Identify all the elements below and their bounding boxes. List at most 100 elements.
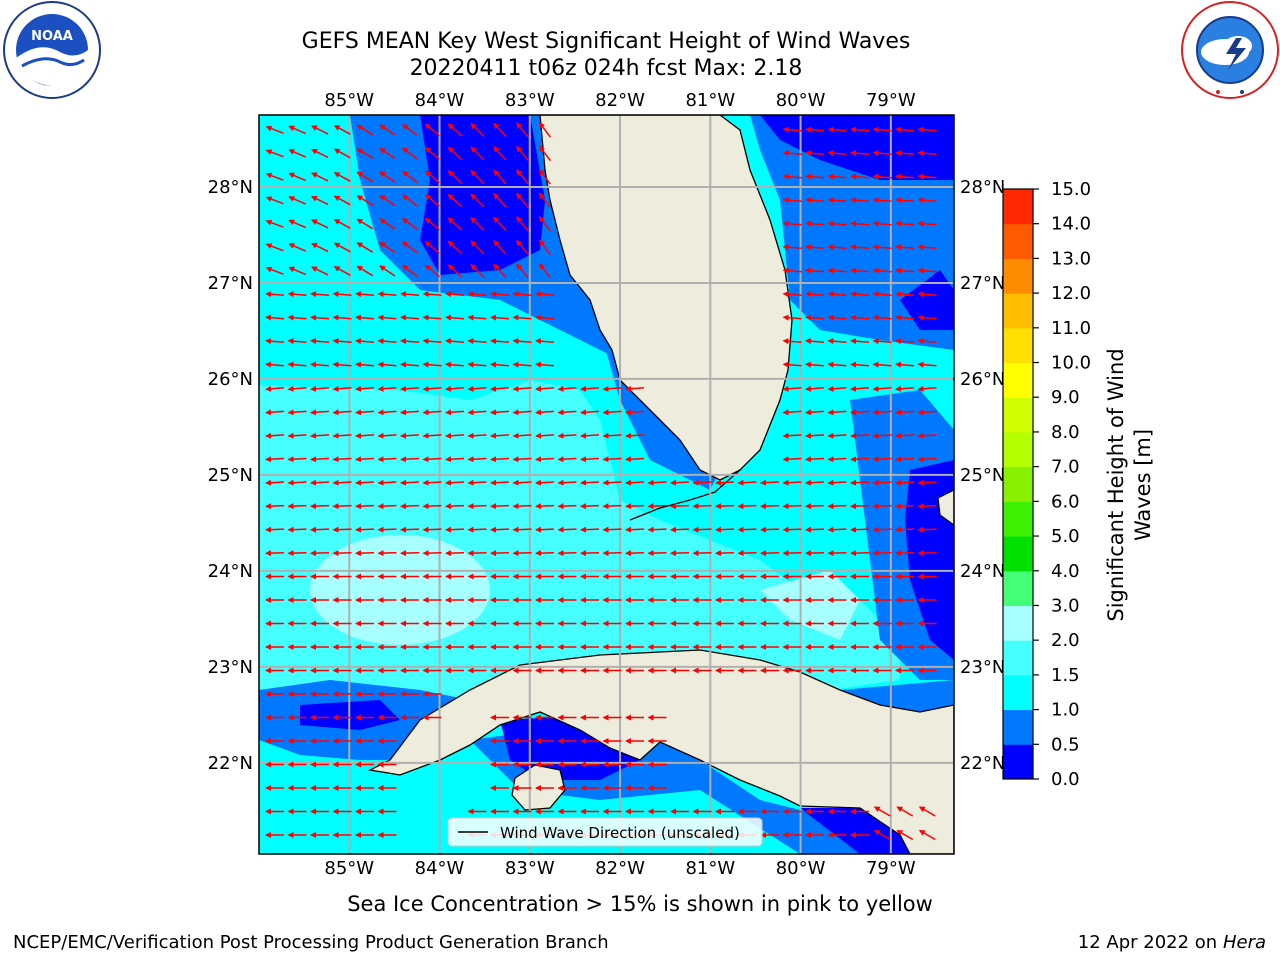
wind-wave-arrow: [287, 432, 307, 439]
wind-wave-arrow: [377, 314, 397, 321]
wind-wave-arrow: [470, 169, 485, 184]
wind-wave-arrow: [917, 503, 937, 510]
wind-wave-arrow: [895, 409, 915, 416]
wind-wave-arrow: [490, 385, 510, 392]
colorbar-tick-label: 5.0: [1051, 526, 1080, 547]
wind-wave-arrow: [332, 432, 352, 439]
wind-wave-arrow: [692, 479, 712, 486]
wind-wave-arrow: [872, 456, 892, 463]
wind-wave-arrow: [715, 526, 735, 533]
wind-wave-arrow: [538, 263, 552, 279]
wind-wave-arrow: [872, 479, 892, 486]
colorbar-segment: [1003, 709, 1033, 745]
wind-wave-arrow: [424, 194, 440, 207]
wind-wave-arrow: [827, 173, 847, 180]
wind-wave-arrow: [827, 291, 847, 298]
wave-zone-2-0: [310, 535, 490, 645]
wind-wave-arrow: [445, 385, 465, 392]
wind-wave-arrow: [538, 169, 552, 185]
wind-wave-arrow: [557, 385, 577, 392]
wind-wave-arrow: [470, 216, 485, 231]
wind-wave-arrow: [782, 150, 802, 157]
wind-wave-arrow: [512, 409, 532, 416]
wind-wave-arrow: [516, 192, 529, 208]
wind-wave-arrow: [917, 385, 937, 392]
wind-wave-arrow: [782, 126, 802, 133]
wind-wave-arrow: [288, 243, 307, 252]
wind-wave-arrow: [400, 338, 420, 345]
wind-wave-arrow: [850, 173, 870, 180]
wind-wave-arrow: [445, 291, 465, 298]
colorbar-tick-label: 10.0: [1051, 353, 1091, 374]
colorbar-tick-label: 6.0: [1051, 491, 1080, 512]
wind-wave-arrow: [805, 338, 825, 345]
wind-wave-arrow: [538, 145, 552, 162]
wind-wave-arrow: [805, 503, 825, 510]
wind-wave-arrow: [355, 409, 375, 416]
wind-wave-arrow: [895, 503, 915, 510]
wind-wave-arrow: [356, 265, 374, 277]
wind-wave-arrow: [760, 526, 780, 533]
wind-wave-arrow: [827, 314, 847, 321]
wind-wave-arrow: [422, 503, 442, 510]
wind-wave-arrow: [557, 503, 577, 510]
wind-wave-arrow: [311, 195, 329, 206]
wind-wave-arrow: [782, 432, 802, 439]
wind-wave-arrow: [872, 291, 892, 298]
wind-wave-arrow: [377, 503, 397, 510]
wind-wave-arrow: [872, 503, 892, 510]
wind-wave-arrow: [265, 479, 285, 486]
wind-wave-arrow: [493, 146, 507, 161]
wind-wave-arrow: [918, 829, 936, 841]
wind-wave-arrow: [445, 338, 465, 345]
wind-wave-arrow: [287, 338, 307, 345]
wind-wave-arrow: [287, 479, 307, 486]
wind-wave-arrow: [355, 361, 375, 368]
wind-wave-arrow: [895, 150, 915, 157]
colorbar-segment: [1003, 327, 1033, 364]
wind-wave-arrow: [310, 338, 330, 345]
wind-wave-arrow: [827, 220, 847, 227]
wind-wave-arrow: [422, 432, 442, 439]
wind-wave-arrow: [512, 361, 532, 368]
colorbar-tick-label: 1.5: [1051, 665, 1080, 686]
wind-wave-arrow: [424, 123, 440, 137]
wind-wave-arrow: [850, 244, 870, 251]
wind-wave-arrow: [377, 479, 397, 486]
wind-wave-arrow: [467, 409, 487, 416]
wind-wave-arrow: [379, 124, 396, 136]
wind-wave-arrow: [782, 173, 802, 180]
wind-wave-arrow: [895, 338, 915, 345]
colorbar: 0.0 0.5 1.0 1.5 2.0 3.0 4.0 5.0 6.0 7.0 8.0 9.0 10.0…: [1002, 179, 1155, 790]
wind-wave-arrow: [535, 338, 555, 345]
wind-wave-arrow: [895, 479, 915, 486]
wind-wave-arrow: [625, 385, 645, 392]
wind-wave-arrow: [896, 829, 914, 841]
wind-wave-arrow: [805, 361, 825, 368]
wind-wave-arrow: [422, 338, 442, 345]
wind-wave-arrow: [647, 479, 667, 486]
wind-wave-arrow: [356, 218, 374, 230]
wind-wave-arrow: [400, 314, 420, 321]
wind-wave-arrow: [512, 385, 532, 392]
wind-wave-arrow: [872, 173, 892, 180]
wind-wave-arrow: [287, 526, 307, 533]
wind-wave-arrow: [265, 149, 284, 158]
wind-wave-arrow: [424, 264, 440, 278]
wind-wave-arrow: [512, 291, 532, 298]
lat-label-right: 28°N: [960, 177, 1005, 198]
wind-wave-arrow: [355, 479, 375, 486]
colorbar-segment: [1003, 605, 1033, 641]
wind-wave-arrow: [333, 148, 351, 159]
wind-wave-arrow: [512, 479, 532, 486]
map-legend: Wind Wave Direction (unscaled): [447, 817, 763, 847]
wind-wave-arrow: [850, 126, 870, 133]
wind-wave-arrow: [400, 503, 420, 510]
wind-wave-arrow: [355, 291, 375, 298]
wind-wave-arrow: [401, 194, 418, 207]
lon-label-bottom: 79°W: [866, 858, 916, 879]
wind-wave-arrow: [445, 526, 465, 533]
wave-zone-2-0b: [760, 570, 860, 640]
colorbar-tick-label: 7.0: [1051, 457, 1080, 478]
wind-wave-arrow: [377, 409, 397, 416]
